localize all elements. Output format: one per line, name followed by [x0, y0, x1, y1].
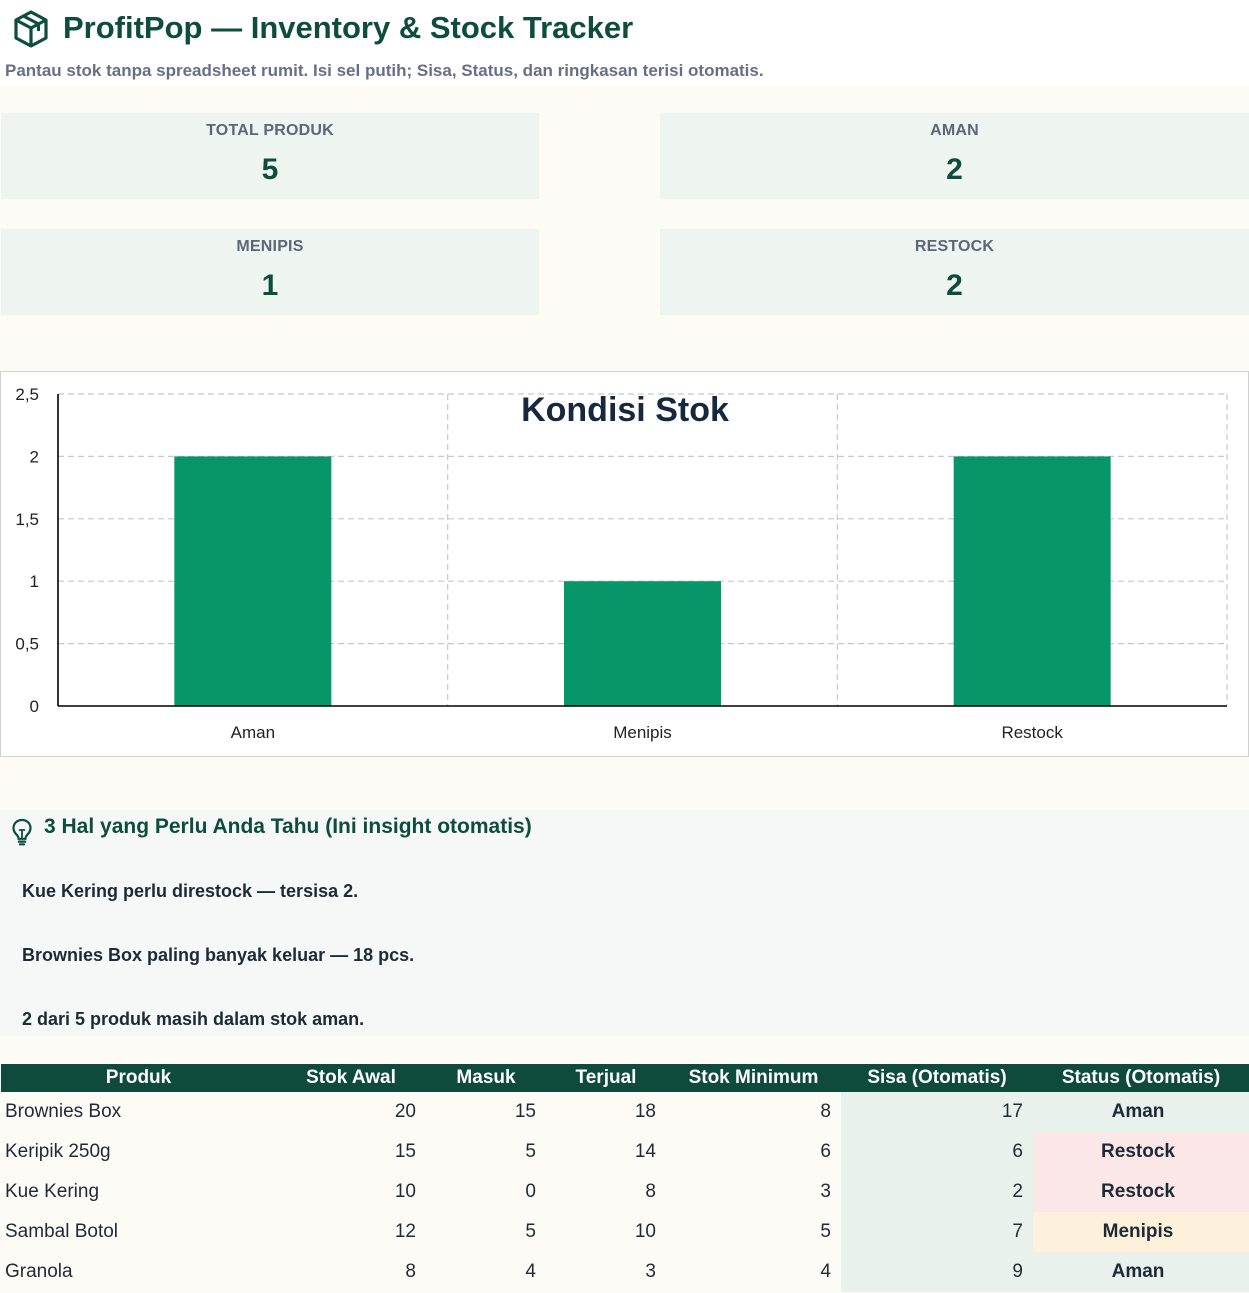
cell-sisa: 6	[841, 1132, 1033, 1172]
cell-produk[interactable]: Sambal Botol	[5, 1221, 119, 1242]
y-tick-label: 0,5	[15, 635, 39, 654]
cell-masuk[interactable]: 0	[525, 1181, 536, 1202]
cell-status: Aman	[1033, 1092, 1249, 1132]
cell-stok-minimum[interactable]: 5	[820, 1221, 831, 1242]
y-tick-label: 2	[30, 447, 39, 466]
kpi-restock: RESTOCK 2	[660, 229, 1249, 315]
kpi-total-products: TOTAL PRODUK 5	[1, 113, 539, 199]
y-tick-label: 2,5	[15, 385, 39, 404]
insight-item: Kue Kering perlu direstock — tersisa 2.	[22, 881, 359, 901]
kpi-value: 2	[946, 153, 963, 186]
app-subtitle: Pantau stok tanpa spreadsheet rumit. Isi…	[5, 61, 764, 80]
kpi-value: 1	[261, 269, 279, 302]
cell-terjual[interactable]: 18	[634, 1101, 656, 1122]
x-tick-label: Menipis	[613, 723, 672, 742]
app-title: ProfitPop — Inventory & Stock Tracker	[63, 10, 634, 45]
cell-sisa: 2	[841, 1172, 1033, 1212]
cell-sisa: 9	[841, 1252, 1033, 1292]
table-row: Brownies Box 20 15 18 8 17 Aman	[1, 1092, 1249, 1132]
table-row: Keripik 250g 15 5 14 6 6 Restock	[1, 1132, 1249, 1172]
column-header-produk[interactable]: Produk	[1, 1064, 276, 1092]
insight-title: 3 Hal yang Perlu Anda Tahu (Ini insight …	[44, 815, 532, 838]
cell-stok-minimum[interactable]: 4	[820, 1261, 831, 1282]
y-tick-label: 1,5	[15, 510, 39, 529]
table-row: Granola 8 4 3 4 9 Aman	[1, 1252, 1249, 1292]
cell-stok-awal[interactable]: 10	[394, 1181, 416, 1202]
lightbulb-icon	[12, 818, 32, 846]
stock-condition-chart[interactable]: 0 0,5 1 1,5 2 2,5 Aman Menipis Restock Kondisi St…	[0, 371, 1249, 757]
inventory-table: Produk Stok Awal Masuk Terjual Stok Mini…	[1, 1064, 1249, 1292]
bar-menipis[interactable]	[564, 581, 721, 706]
cell-stok-minimum[interactable]: 6	[820, 1141, 831, 1162]
chart-svg: 0 0,5 1 1,5 2 2,5 Aman Menipis Restock Kondisi St…	[15, 385, 1228, 742]
bar-aman[interactable]	[174, 456, 332, 706]
kpi-value: 2	[946, 269, 963, 302]
cell-masuk[interactable]: 4	[525, 1261, 536, 1282]
table-row: Sambal Botol 12 5 10 5 7 Menipis	[1, 1212, 1249, 1252]
column-header-status[interactable]: Status (Otomatis)	[1033, 1064, 1249, 1092]
y-tick-label: 1	[30, 572, 39, 591]
cell-produk[interactable]: Kue Kering	[5, 1181, 100, 1202]
table-header-row: Produk Stok Awal Masuk Terjual Stok Mini…	[1, 1064, 1249, 1092]
header: ProfitPop — Inventory & Stock Tracker Pa…	[0, 0, 1249, 86]
chart-title: Kondisi Stok	[521, 391, 729, 429]
y-tick-label: 0	[30, 697, 39, 716]
kpi-aman: AMAN 2	[660, 113, 1249, 199]
cell-stok-awal[interactable]: 20	[394, 1101, 416, 1122]
cell-stok-awal[interactable]: 12	[394, 1221, 416, 1242]
bar-restock[interactable]	[953, 456, 1111, 706]
cell-sisa: 7	[841, 1212, 1033, 1252]
cell-masuk[interactable]: 5	[525, 1221, 536, 1242]
cell-status: Restock	[1033, 1132, 1249, 1172]
column-header-terjual[interactable]: Terjual	[546, 1064, 666, 1092]
cell-stok-minimum[interactable]: 3	[820, 1181, 831, 1202]
cell-sisa: 17	[841, 1092, 1033, 1132]
column-header-stok-awal[interactable]: Stok Awal	[276, 1064, 426, 1092]
cell-stok-awal[interactable]: 8	[405, 1261, 416, 1282]
cell-masuk[interactable]: 5	[525, 1141, 536, 1162]
kpi-label: RESTOCK	[914, 238, 995, 255]
insight-item: 2 dari 5 produk masih dalam stok aman.	[22, 1009, 365, 1029]
kpi-label: MENIPIS	[236, 238, 304, 255]
table-row: Kue Kering 10 0 8 3 2 Restock	[1, 1172, 1249, 1212]
cell-stok-minimum[interactable]: 8	[820, 1101, 831, 1122]
cell-terjual[interactable]: 8	[645, 1181, 656, 1202]
kpi-label: TOTAL PRODUK	[206, 122, 334, 139]
cell-status: Aman	[1033, 1252, 1249, 1292]
kpi-value: 5	[261, 153, 279, 186]
column-header-sisa[interactable]: Sisa (Otomatis)	[841, 1064, 1033, 1092]
kpi-label: AMAN	[930, 122, 979, 139]
insight-panel: 3 Hal yang Perlu Anda Tahu (Ini insight …	[0, 810, 1249, 1036]
cell-status: Restock	[1033, 1172, 1249, 1212]
cell-status: Menipis	[1033, 1212, 1249, 1252]
cell-produk[interactable]: Keripik 250g	[5, 1141, 111, 1162]
column-header-stok-minimum[interactable]: Stok Minimum	[666, 1064, 841, 1092]
cell-terjual[interactable]: 3	[645, 1261, 656, 1282]
cell-terjual[interactable]: 10	[634, 1221, 656, 1242]
cell-stok-awal[interactable]: 15	[394, 1141, 416, 1162]
cell-produk[interactable]: Granola	[5, 1261, 73, 1282]
x-tick-label: Restock	[1001, 723, 1063, 742]
kpi-menipis: MENIPIS 1	[1, 229, 539, 315]
x-tick-label: Aman	[231, 723, 275, 742]
cell-terjual[interactable]: 14	[634, 1141, 656, 1162]
box-icon	[14, 10, 48, 48]
cell-produk[interactable]: Brownies Box	[5, 1101, 122, 1122]
cell-masuk[interactable]: 15	[514, 1101, 536, 1122]
column-header-masuk[interactable]: Masuk	[426, 1064, 546, 1092]
insight-item: Brownies Box paling banyak keluar — 18 p…	[22, 945, 415, 965]
